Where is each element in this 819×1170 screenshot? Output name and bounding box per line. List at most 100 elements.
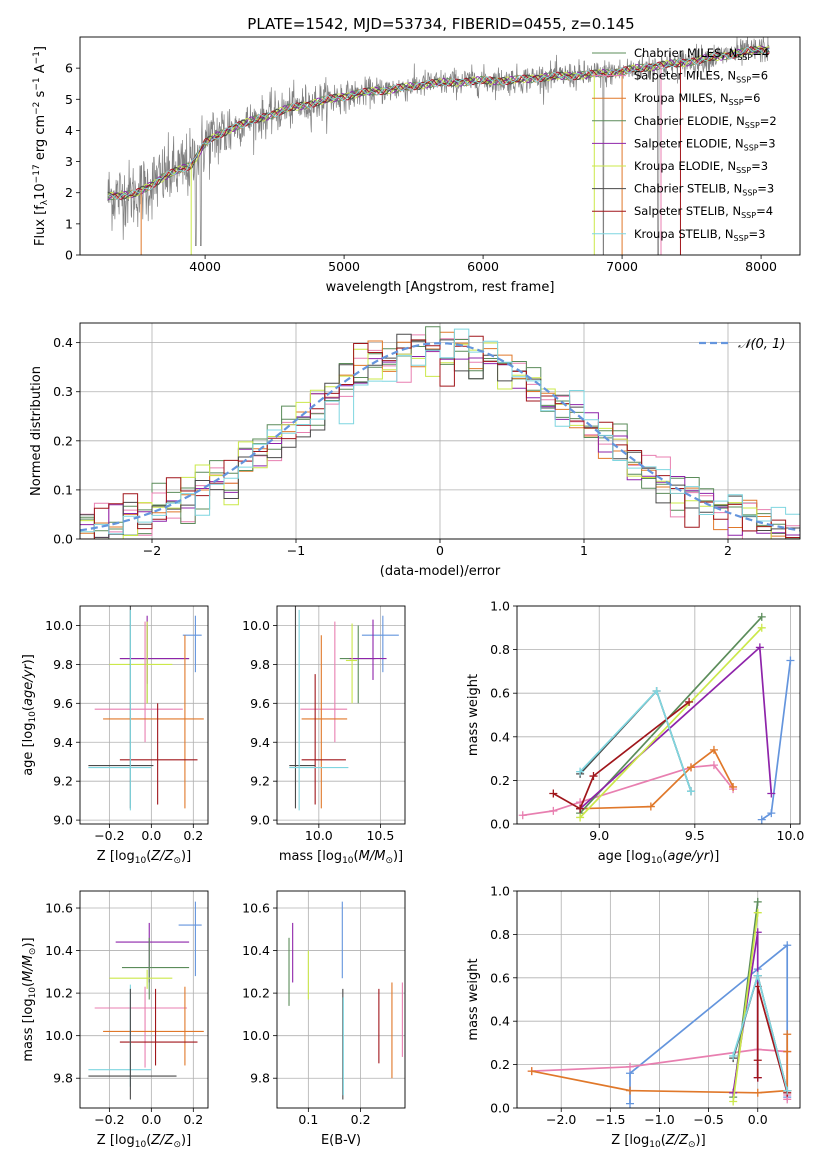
weight-marker [589, 772, 598, 781]
label-fragment: )] [709, 849, 719, 864]
label-fragment: M [21, 955, 36, 966]
errorbar-point [88, 609, 152, 811]
weight-marker [687, 787, 696, 796]
label-fragment: Normed distribution [29, 366, 44, 496]
axes-frame [516, 890, 801, 1109]
y-tick-label: 2 [65, 185, 73, 200]
label-fragment: age [ [21, 742, 36, 775]
ebv_mass-panel: 0.1 0.2 9.8 10.0 10.2 10.4 10.6 E(B-V) [242, 890, 406, 1148]
y-tick-label: 10.0 [45, 618, 73, 633]
weight-marker [729, 1097, 738, 1106]
label-fragment: log [21, 998, 36, 1018]
z_weight-panel: −2.0 −1.5 −1.0 −0.5 0.0 0.0 0.2 0.4 0.6 0.8 1.0 Z [… [466, 884, 801, 1150]
weight-marker [549, 789, 558, 798]
x-axis-label: wavelength [Angstrom, rest frame] [326, 280, 555, 295]
label-fragment: E(B-V) [321, 1133, 361, 1148]
weight-marker [626, 1062, 635, 1071]
y-tick-label: 1.0 [490, 884, 510, 899]
y-axis-label: mass weight [466, 674, 481, 756]
label-fragment: −1 [32, 77, 42, 90]
legend-label: Salpeter ELODIE, NSSP=3 [634, 136, 776, 152]
label-fragment: Flux [ [33, 210, 48, 246]
label-fragment: log [629, 1133, 649, 1148]
weight-series-line [552, 701, 690, 810]
legend-label: Chabrier ELODIE, NSSP=2 [634, 114, 777, 130]
weight-marker [626, 1086, 635, 1095]
x-axis-label: age [log10(age/yr)] [598, 849, 720, 866]
label-fragment: mass [ [21, 1018, 36, 1061]
z_age-panel: −0.2 0.0 0.29.09.29.49.69.810.0Z [log10(Z/… [21, 605, 209, 866]
errorbar-point [94, 621, 183, 743]
label-fragment: mass weight [466, 674, 481, 756]
label-fragment: Z [ [611, 1133, 629, 1148]
errorbar-point [182, 615, 202, 673]
y-tick-label: 0.6 [490, 686, 510, 701]
errorbar-point [300, 621, 348, 743]
y-tick-label: 0.2 [490, 1057, 510, 1072]
label-fragment: wavelength [Angstrom, rest frame] [326, 280, 555, 295]
figure-title: PLATE=1542, MJD=53734, FIBERID=0455, z=0… [247, 15, 634, 33]
y-tick-label: 10.6 [242, 901, 270, 916]
x-axis-label: Z [log10(Z/Z⊙)] [97, 1133, 191, 1150]
errorbar-point [361, 615, 399, 673]
weight-marker [767, 809, 776, 818]
label-fragment: 10 [342, 856, 354, 866]
y-tick-label: 9.2 [53, 774, 73, 789]
x-tick-label: 0.2 [183, 828, 203, 843]
y-tick-label: 0.2 [53, 433, 73, 448]
legend-label-sub: SSP [741, 211, 756, 220]
weight-series-line [579, 627, 763, 819]
label-fragment: 10 [651, 856, 663, 866]
label-fragment: 10 [135, 1140, 147, 1150]
weight-marker [757, 612, 766, 621]
legend-label-base: Salpeter MILES, N [634, 69, 736, 83]
errorbar-point [94, 986, 188, 1068]
weight-series-line [761, 660, 792, 821]
y-tick-label: 0.0 [490, 817, 510, 832]
weight-marker [783, 1030, 792, 1039]
label-fragment: ( [146, 1133, 151, 1148]
legend-label-tail: =3 [749, 227, 766, 241]
legend-label-sub: SSP [734, 234, 749, 243]
x-tick-label: 5000 [328, 259, 360, 274]
label-fragment: ( [354, 849, 359, 864]
y-tick-label: 9.6 [53, 696, 73, 711]
weight-series-line [522, 764, 734, 817]
legend-label-tail: =3 [757, 182, 774, 196]
y-tick-label: 9.0 [53, 813, 73, 828]
weight-marker [576, 804, 585, 813]
y-tick-label: 0.0 [53, 532, 73, 547]
x-tick-label: 4000 [189, 259, 221, 274]
label-fragment: mass weight [466, 958, 481, 1040]
label-fragment: Z/ [150, 849, 166, 864]
y-axis-label: Flux [fλ10−17 erg cm−2 s−1 A−1] [32, 46, 50, 246]
weight-marker [709, 745, 718, 754]
legend-label: Kroupa MILES, NSSP=6 [634, 91, 760, 107]
x-tick-label: −0.5 [693, 1112, 723, 1127]
label-fragment: log [115, 849, 135, 864]
y-tick-label: 9.4 [250, 735, 270, 750]
label-fragment: ⊙ [385, 856, 393, 866]
label-fragment: ( [21, 982, 36, 987]
label-fragment: )] [696, 1133, 706, 1148]
gaussian-legend-label: 𝒩(0, 1) [738, 337, 785, 352]
y-tick-label: 4 [65, 123, 73, 138]
y-tick-label: 9.8 [250, 1071, 270, 1086]
errorbar-point [115, 922, 190, 983]
x-tick-label: 9.5 [685, 828, 705, 843]
x-axis-label: E(B-V) [321, 1133, 361, 1148]
legend-label-base: Chabrier STELIB, N [634, 182, 742, 196]
weight-marker [753, 908, 762, 917]
y-tick-label: 0.4 [53, 335, 73, 350]
errorbar-point [88, 606, 154, 809]
weight-marker [783, 941, 792, 950]
x-tick-label: 0.2 [183, 1112, 203, 1127]
x-axis-label: Z [log10(Z/Z⊙)] [611, 1133, 705, 1150]
label-fragment: )] [21, 937, 36, 947]
label-fragment: 10 [28, 987, 38, 999]
x-tick-label: −0.2 [94, 1112, 124, 1127]
y-tick-label: 10.0 [45, 1028, 73, 1043]
y-axis-label: Normed distribution [29, 366, 44, 496]
y-tick-label: 10.6 [45, 901, 73, 916]
